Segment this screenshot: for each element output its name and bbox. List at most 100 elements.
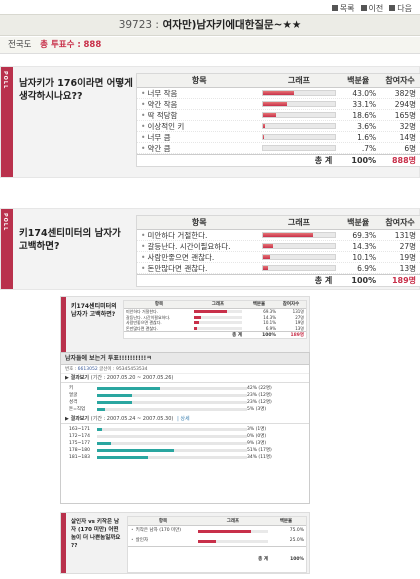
result-value: 9% (3명): [247, 441, 267, 446]
total-count: 888명: [391, 156, 417, 165]
option-bar: [194, 310, 242, 314]
option-count: 19명: [399, 253, 417, 262]
post-number: 6613052: [77, 367, 98, 372]
result-graph: [97, 392, 247, 399]
option-bar: [261, 101, 337, 107]
option-bar: [194, 315, 242, 319]
result-graph: [97, 385, 247, 392]
option-bar: [261, 123, 337, 129]
bullet-icon: •: [141, 144, 146, 153]
poll-header: 항목 그래프 백분율 참여자수: [124, 301, 306, 309]
option-label: 갈등난다. 시간이필요하다.: [126, 314, 171, 320]
list-button[interactable]: 목록: [331, 3, 355, 14]
result-bar: [97, 435, 247, 438]
option-bar-fill: [262, 146, 264, 150]
result-bar-fill: [97, 428, 102, 431]
option-label: • 너무 큼: [137, 132, 262, 142]
result-bar: [97, 428, 247, 431]
option-text: 약간 작음: [147, 100, 178, 109]
total-count: 189명: [391, 276, 417, 285]
detail-link[interactable]: | 상세: [177, 416, 190, 422]
col-item: 항목: [191, 218, 207, 227]
poll-option-row: • 갈등난다. 시간이필요하다. 14.3% 27명: [137, 241, 420, 252]
post-article: 글선이 : 95345453534: [99, 367, 148, 372]
result-value: 23% (12명): [247, 400, 272, 405]
result-graph: [97, 440, 247, 447]
option-percent: 1.6%: [357, 133, 377, 142]
total-percent: 100%: [351, 276, 377, 285]
community-post: 남자들에 보는거 투표!!!!!!!!!!ㅋ 번호 : 6613052 글선이 …: [60, 352, 310, 504]
votes-value: 888: [83, 40, 102, 50]
option-bar: [261, 112, 337, 118]
total-percent: 100%: [262, 333, 276, 339]
result-bar: [97, 401, 247, 404]
bullet-icon: •: [131, 538, 134, 543]
col-voters: 참여자수: [385, 218, 415, 227]
option-label: • 키작은 남자 (170 미만): [128, 526, 198, 536]
result-bar-fill: [97, 456, 148, 459]
result-bar-fill: [97, 449, 174, 452]
result-row: 172~174 0% (0명): [61, 433, 309, 440]
poll-rows: • 키작은 남자 (170 미만) 75.0% • 살인자 25.0%: [128, 526, 306, 546]
option-label: • 사람만좋으면 괜찮다.: [137, 252, 262, 262]
result-label: 성격: [69, 400, 78, 405]
prev-button[interactable]: 이전: [360, 3, 383, 14]
result-graph: [97, 426, 247, 433]
poll-3: 키174센티미터의 남자가 고백하면? 항목 그래프 백분율 참여자수 미안하다…: [60, 296, 310, 354]
option-graph: [261, 121, 337, 131]
option-graph: [194, 315, 242, 321]
col-percent: 백분율: [347, 218, 370, 227]
option-count: 27명: [295, 314, 304, 320]
option-bar: [198, 529, 268, 533]
col-percent: 백분율: [347, 76, 370, 85]
next-button[interactable]: 다음: [389, 3, 412, 14]
result-graph: [97, 406, 247, 413]
poll-strip: [61, 297, 66, 353]
poll-total: 총 계 100% 888명: [137, 154, 420, 166]
col-graph: 그래프: [211, 302, 225, 307]
option-bar-fill: [262, 102, 287, 106]
section-rows: 163~171 3% (1명) 172~174 0% (0명) 175~177 9% (3…: [61, 424, 309, 463]
poll-option-row: • 딱 적당함 18.6% 165명: [137, 110, 420, 121]
result-label: 163~171: [69, 427, 90, 432]
result-label: 얼굴: [69, 393, 78, 398]
option-count: 32명: [399, 122, 417, 131]
poll-4: 살인자 vs 키작은 남자 (170 미만) 어떤놈이 더 나쁜놈일까요 ?? …: [60, 512, 310, 574]
option-percent: 69.3%: [263, 309, 276, 314]
total-count: 189명: [290, 333, 304, 339]
bullet-icon: •: [141, 89, 146, 98]
poll-strip: [61, 513, 66, 573]
poll-table: 항목 그래프 백분율 참여자수 • 너무 작음 43.0% 382명 • 약간 작음 33.…: [136, 73, 420, 167]
option-bar: [261, 90, 337, 96]
option-label: 돈만많다면 괜찮다.: [126, 325, 158, 331]
option-percent: .7%: [361, 144, 377, 153]
option-text: 사람만좋으면 괜찮다.: [147, 253, 215, 262]
poll-header: 항목 그래프 백분율 참여자수: [137, 74, 420, 88]
option-bar-fill: [262, 91, 294, 95]
poll-question: 살인자 vs 키작은 남자 (170 미만) 어떤놈이 더 나쁜놈일까요 ??: [71, 519, 121, 549]
col-voters: 참여자수: [282, 302, 300, 307]
result-label: 172~174: [69, 434, 90, 439]
result-row: 178~180 51% (17명): [61, 447, 309, 454]
poll-rows: • 너무 작음 43.0% 382명 • 약간 작음 33.1% 294명 • 딱 적당함 18.6…: [137, 88, 420, 154]
result-row: 181~183 34% (11명): [61, 454, 309, 461]
option-graph: [261, 241, 337, 251]
option-percent: 33.1%: [352, 100, 377, 109]
bullet-icon: •: [141, 111, 146, 120]
results-section-1: ▶ 결과보기 (기간 : 2007.05.20 ~ 2007.05.26): [61, 374, 309, 383]
option-percent: 10.1%: [263, 320, 276, 326]
option-bar-fill: [262, 233, 313, 237]
bullet-icon: •: [141, 100, 146, 109]
option-text: 돈만많다면 괜찮다.: [147, 264, 208, 273]
option-label: 미안하다 거절한다.: [126, 309, 158, 314]
bullet-icon: •: [131, 528, 134, 533]
option-percent: 14.3%: [352, 242, 377, 251]
option-percent: 6.9%: [265, 325, 276, 331]
option-bar: [261, 254, 337, 260]
option-percent: 3.6%: [357, 122, 377, 131]
poll-option-row: • 키작은 남자 (170 미만) 75.0%: [128, 526, 306, 536]
option-label: • 갈등난다. 시간이필요하다.: [137, 241, 262, 251]
option-bar-fill: [198, 539, 216, 543]
poll-2: POLL 키174센티미터의 남자가 고백하면? 항목 그래프 백분율 참여자수…: [0, 208, 420, 290]
option-bar-fill: [194, 321, 199, 325]
